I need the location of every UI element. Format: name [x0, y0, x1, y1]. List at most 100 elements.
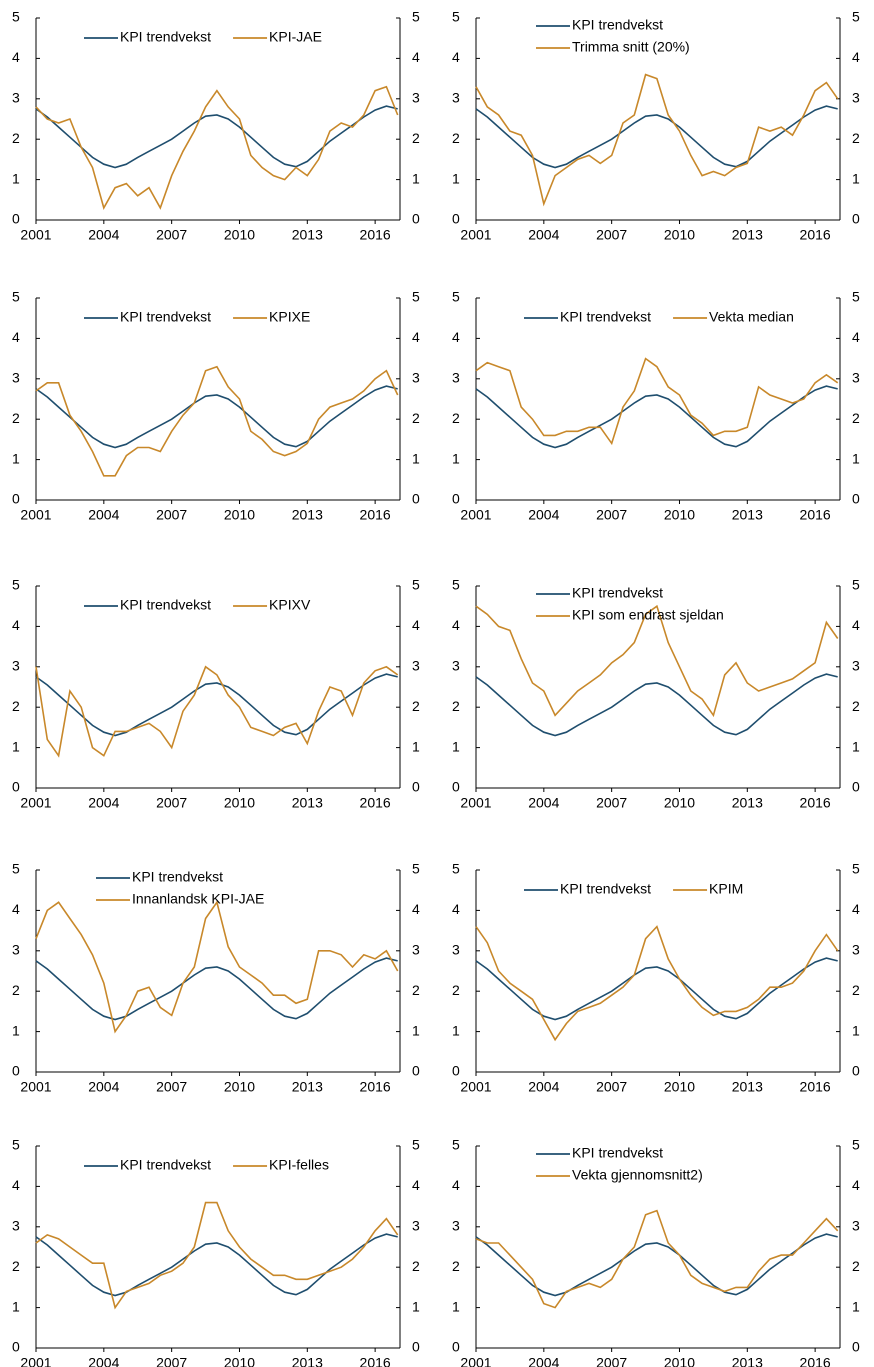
y2-tick-label: 1 — [852, 1022, 860, 1038]
y-tick-label: 4 — [452, 1177, 460, 1193]
y2-tick-label: 0 — [412, 211, 420, 227]
y2-tick-label: 3 — [852, 90, 860, 106]
y-tick-label: 4 — [12, 1177, 20, 1193]
series-line — [475, 73, 839, 207]
y-tick-label: 0 — [452, 491, 460, 507]
y-tick-label: 0 — [452, 1063, 460, 1079]
y2-tick-label: 2 — [412, 410, 420, 426]
x-tick-label: 2001 — [460, 1355, 491, 1367]
y2-tick-label: 0 — [852, 779, 860, 795]
x-tick-label: 2016 — [360, 1355, 391, 1367]
legend-item: KPI trendvekst — [96, 869, 223, 885]
series-line — [475, 357, 839, 446]
y-tick-label: 4 — [452, 329, 460, 345]
series-line — [35, 1233, 398, 1297]
y2-tick-label: 5 — [412, 289, 420, 305]
chart-panel: 0 1 2 3 4 5 0 1 2 3 4 5 2001 2004 2007 2010 2013 2016 KPI … — [12, 861, 420, 1095]
y2-tick-label: 3 — [852, 942, 860, 958]
y2-tick-label: 2 — [412, 1258, 420, 1274]
legend-label: KPI som endrast sjeldan — [572, 607, 724, 623]
x-tick-label: 2001 — [20, 795, 51, 811]
series-line — [475, 1209, 839, 1309]
x-tick-label: 2007 — [156, 795, 187, 811]
y2-tick-label: 0 — [412, 491, 420, 507]
y-tick-label: 0 — [12, 211, 20, 227]
y2-tick-label: 5 — [852, 1137, 860, 1153]
y2-tick-label: 1 — [852, 738, 860, 754]
legend-item: KPI trendvekst — [536, 585, 663, 601]
x-tick-label: 2001 — [460, 227, 491, 243]
x-tick-label: 2010 — [664, 507, 695, 523]
legend-item: KPI trendvekst — [84, 597, 211, 613]
y-tick-label: 3 — [12, 90, 20, 106]
x-tick-label: 2007 — [596, 795, 627, 811]
legend-item: KPI trendvekst — [536, 1145, 663, 1161]
legend-label: KPI trendvekst — [120, 309, 211, 325]
chart-panel: 0 1 2 3 4 5 0 1 2 3 4 5 2001 2004 2007 2010 2013 2016 KPI … — [12, 1137, 420, 1367]
y-tick-label: 3 — [452, 370, 460, 386]
x-tick-label: 2007 — [156, 1355, 187, 1367]
y2-tick-label: 3 — [412, 90, 420, 106]
y-tick-label: 3 — [12, 370, 20, 386]
y2-tick-label: 5 — [852, 9, 860, 25]
x-tick-label: 2004 — [528, 1079, 559, 1095]
x-tick-label: 2001 — [460, 507, 491, 523]
x-tick-label: 2001 — [20, 1355, 51, 1367]
x-tick-label: 2013 — [732, 1355, 763, 1367]
y2-tick-label: 4 — [412, 617, 420, 633]
y-tick-label: 2 — [12, 410, 20, 426]
x-tick-label: 2013 — [732, 795, 763, 811]
y-tick-label: 3 — [452, 90, 460, 106]
series-line — [475, 925, 839, 1042]
series-line — [35, 957, 398, 1021]
y-tick-label: 5 — [12, 577, 20, 593]
legend-label: KPIM — [709, 881, 743, 897]
legend-label: Vekta median — [709, 309, 794, 325]
y2-tick-label: 5 — [852, 861, 860, 877]
series-line — [475, 604, 839, 718]
legend-item: KPIXE — [233, 309, 310, 325]
y2-tick-label: 2 — [852, 130, 860, 146]
x-tick-label: 2004 — [88, 1079, 119, 1095]
legend-label: KPIXE — [269, 309, 310, 325]
y2-tick-label: 3 — [412, 658, 420, 674]
y-tick-label: 4 — [452, 49, 460, 65]
x-tick-label: 2007 — [596, 227, 627, 243]
x-tick-label: 2010 — [664, 1079, 695, 1095]
x-tick-label: 2001 — [20, 227, 51, 243]
y2-tick-label: 0 — [852, 491, 860, 507]
y-tick-label: 4 — [12, 329, 20, 345]
y2-tick-label: 2 — [852, 698, 860, 714]
y-tick-label: 1 — [452, 1022, 460, 1038]
y2-tick-label: 0 — [852, 1339, 860, 1355]
y-tick-label: 5 — [452, 577, 460, 593]
legend-label: KPI trendvekst — [572, 1145, 663, 1161]
y-tick-label: 2 — [452, 1258, 460, 1274]
series-line — [35, 673, 398, 737]
x-tick-label: 2004 — [528, 227, 559, 243]
y2-tick-label: 2 — [852, 982, 860, 998]
x-tick-label: 2004 — [528, 795, 559, 811]
legend-label: KPI trendvekst — [560, 881, 651, 897]
legend-label: KPI trendvekst — [120, 1157, 211, 1173]
y-tick-label: 1 — [12, 738, 20, 754]
x-tick-label: 2010 — [224, 795, 255, 811]
y2-tick-label: 1 — [412, 170, 420, 186]
legend-label: Vekta gjennomsnitt2) — [572, 1167, 703, 1183]
y2-tick-label: 5 — [852, 289, 860, 305]
legend-label: KPI-felles — [269, 1157, 329, 1173]
y-tick-label: 3 — [452, 942, 460, 958]
y2-tick-label: 5 — [412, 1137, 420, 1153]
legend-item: KPI trendvekst — [524, 881, 651, 897]
y2-tick-label: 4 — [412, 329, 420, 345]
y-tick-label: 5 — [12, 1137, 20, 1153]
x-tick-label: 2007 — [596, 507, 627, 523]
y-tick-label: 2 — [452, 410, 460, 426]
y-tick-label: 3 — [452, 658, 460, 674]
y2-tick-label: 4 — [412, 1177, 420, 1193]
y-tick-label: 4 — [452, 901, 460, 917]
y-tick-label: 0 — [12, 1063, 20, 1079]
y-tick-label: 0 — [12, 491, 20, 507]
x-tick-label: 2016 — [800, 1355, 831, 1367]
x-tick-label: 2016 — [360, 227, 391, 243]
